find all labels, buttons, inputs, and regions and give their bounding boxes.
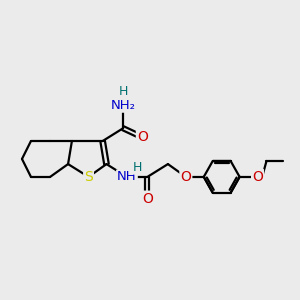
Text: NH: NH [117,170,137,183]
Text: O: O [137,130,148,144]
Text: H: H [133,161,142,174]
Text: H: H [118,85,128,98]
Text: S: S [84,170,93,184]
Text: NH₂: NH₂ [111,99,136,112]
Text: O: O [252,170,263,184]
Text: O: O [142,192,153,206]
Text: O: O [180,170,191,184]
